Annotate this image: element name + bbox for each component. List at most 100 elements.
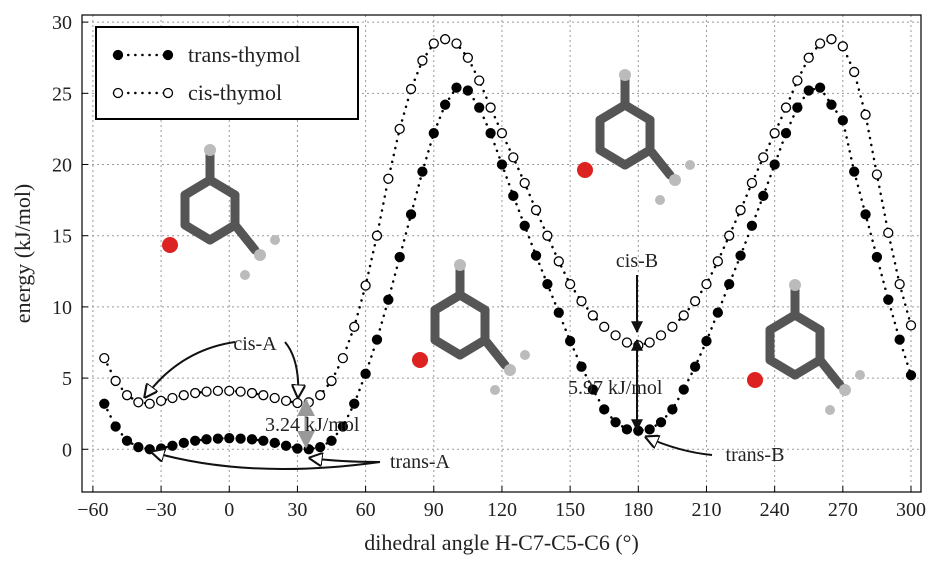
- data-point: [895, 280, 904, 289]
- data-point: [850, 67, 859, 76]
- y-tick-label: 10: [52, 297, 72, 319]
- data-point: [191, 389, 200, 398]
- data-point: [850, 167, 859, 176]
- data-point: [157, 444, 166, 453]
- data-point: [361, 369, 370, 378]
- data-point: [793, 76, 802, 85]
- data-point: [441, 35, 450, 44]
- data-point: [247, 389, 256, 398]
- legend-box: [96, 27, 358, 119]
- data-point: [475, 76, 484, 85]
- data-point: [168, 394, 177, 403]
- data-point: [702, 280, 711, 289]
- data-point: [895, 335, 904, 344]
- data-point: [350, 322, 359, 331]
- data-point: [134, 443, 143, 452]
- data-point: [134, 398, 143, 407]
- x-tick-label: 210: [691, 499, 721, 521]
- data-point: [645, 425, 654, 434]
- y-tick-label: 25: [52, 83, 72, 105]
- data-point: [418, 56, 427, 65]
- data-point: [338, 354, 347, 363]
- y-axis-label: energy (kJ/mol): [10, 184, 35, 324]
- data-point: [747, 221, 756, 230]
- data-point: [202, 387, 211, 396]
- y-tick-label: 20: [52, 155, 72, 177]
- data-point: [157, 396, 166, 405]
- data-point: [759, 153, 768, 162]
- x-tick-label: −30: [145, 499, 176, 521]
- data-point: [577, 297, 586, 306]
- data-point: [566, 280, 575, 289]
- data-point: [554, 257, 563, 266]
- data-point: [270, 438, 279, 447]
- y-tick-label: 30: [52, 12, 72, 34]
- data-point: [179, 391, 188, 400]
- data-point: [497, 129, 506, 138]
- data-point: [429, 39, 438, 48]
- data-point: [600, 405, 609, 414]
- data-point: [361, 281, 370, 290]
- molecule-image: [412, 259, 530, 395]
- data-point: [679, 385, 688, 394]
- data-point: [736, 251, 745, 260]
- data-point: [872, 253, 881, 262]
- data-point: [259, 391, 268, 400]
- data-point: [452, 83, 461, 92]
- data-point: [122, 391, 131, 400]
- data-point: [622, 338, 631, 347]
- data-point: [657, 331, 666, 340]
- data-point: [907, 321, 916, 330]
- data-point: [520, 179, 529, 188]
- data-point: [702, 337, 711, 346]
- annotation-arrow: [646, 437, 712, 455]
- data-point: [816, 39, 825, 48]
- data-point: [872, 170, 881, 179]
- legend-label: cis-thymol: [188, 80, 282, 105]
- data-point: [611, 331, 620, 340]
- data-point: [884, 295, 893, 304]
- y-tick-label: 0: [62, 439, 72, 461]
- data-point: [225, 386, 234, 395]
- data-point: [236, 434, 245, 443]
- data-point: [622, 425, 631, 434]
- legend-marker: [164, 89, 173, 98]
- data-point: [725, 231, 734, 240]
- data-point: [111, 422, 120, 431]
- data-point: [111, 376, 120, 385]
- data-point: [816, 83, 825, 92]
- x-tick-label: 270: [828, 499, 858, 521]
- data-point: [122, 436, 131, 445]
- legend-marker: [114, 51, 123, 60]
- data-point: [759, 191, 768, 200]
- annotation: cis-B: [616, 250, 658, 272]
- data-point: [213, 386, 222, 395]
- data-point: [395, 124, 404, 133]
- y-tick-label: 5: [62, 368, 72, 390]
- data-point: [463, 53, 472, 62]
- data-point: [668, 322, 677, 331]
- data-point: [202, 435, 211, 444]
- chart: −60−300306090120150180210240270300051015…: [0, 0, 932, 561]
- data-point: [509, 153, 518, 162]
- legend: trans-thymolcis-thymol: [96, 27, 358, 119]
- annotation-arrow: [310, 458, 380, 462]
- data-point: [452, 39, 461, 48]
- data-point: [838, 116, 847, 125]
- annotation: trans-B: [726, 444, 785, 466]
- data-point: [793, 103, 802, 112]
- data-point: [827, 100, 836, 109]
- data-point: [600, 322, 609, 331]
- data-point: [804, 53, 813, 62]
- data-point: [463, 86, 472, 95]
- data-point: [100, 354, 109, 363]
- data-point: [770, 160, 779, 169]
- data-point: [179, 438, 188, 447]
- data-point: [736, 206, 745, 215]
- data-point: [316, 443, 325, 452]
- data-point: [372, 231, 381, 240]
- data-point: [407, 210, 416, 219]
- annotation: cis-A: [233, 333, 277, 355]
- data-point: [395, 253, 404, 262]
